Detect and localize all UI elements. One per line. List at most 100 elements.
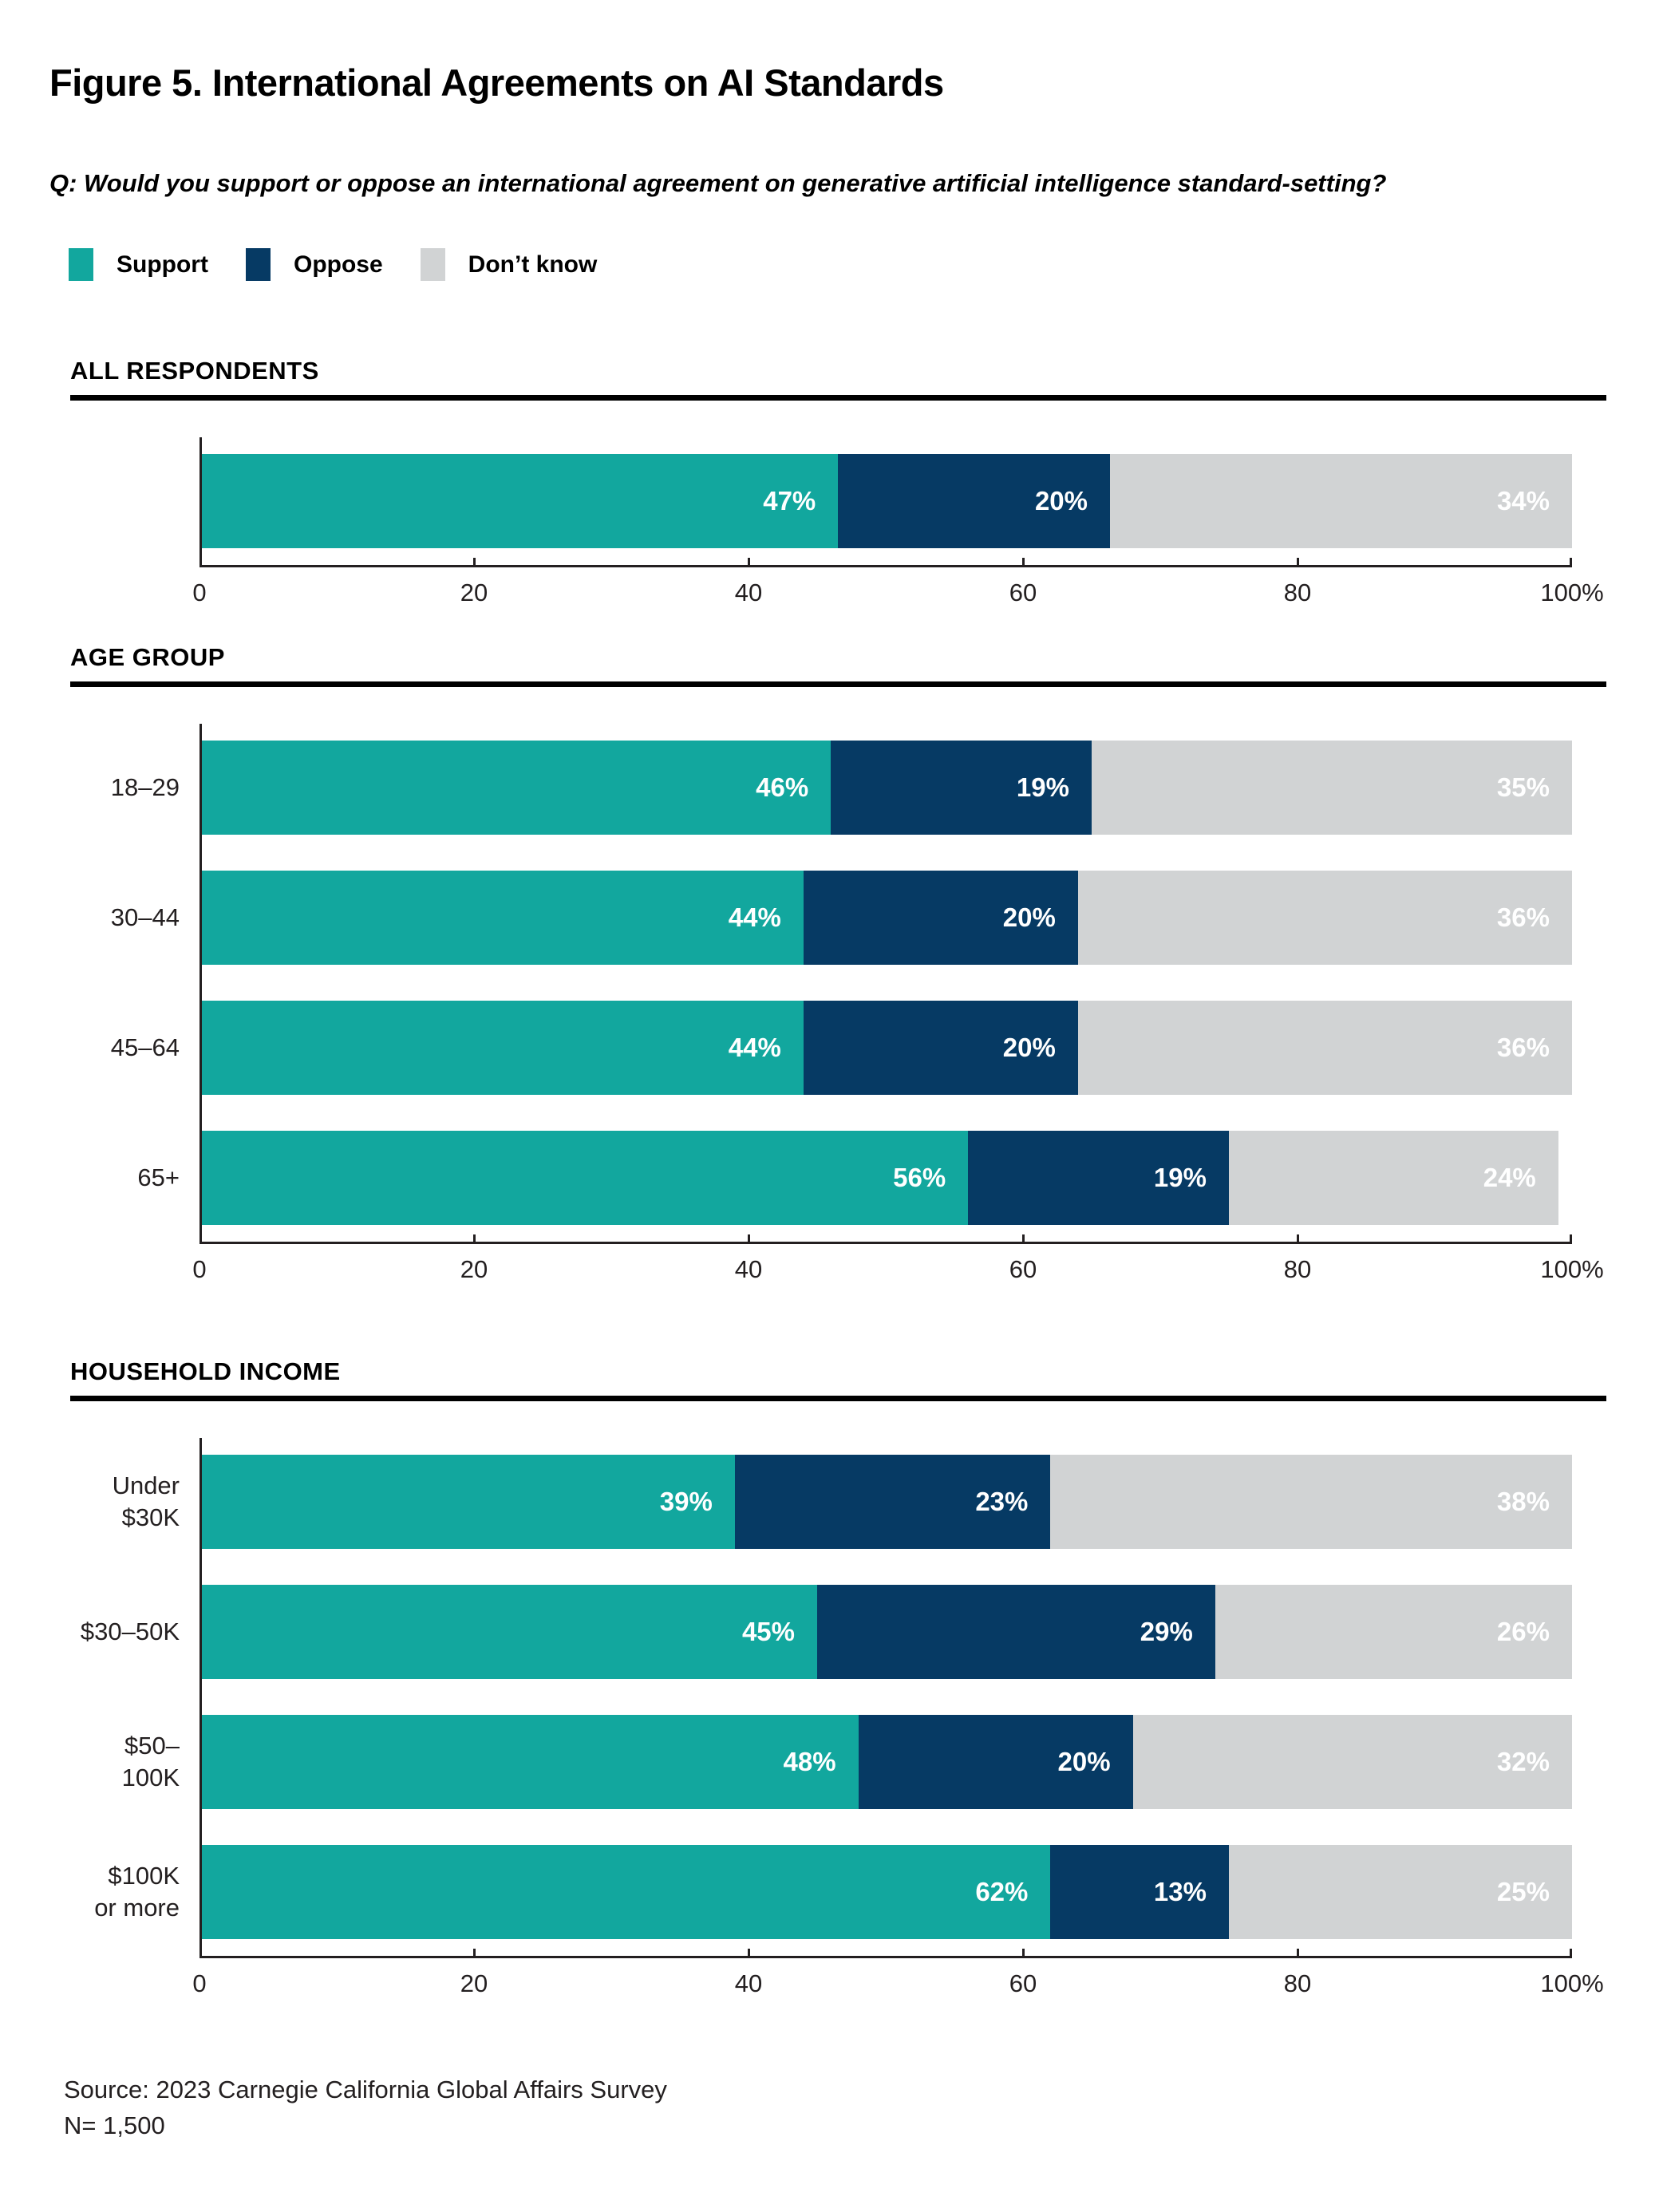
x-axis-tick-label: 40 — [734, 1255, 763, 1283]
bar-row: Under $30K 39% 23% 38% — [70, 1455, 1572, 1549]
category-label-line: 65+ — [137, 1163, 180, 1191]
bar-value-label: 44% — [728, 1033, 781, 1062]
bar-segment-support: 44% — [199, 1001, 804, 1095]
x-axis-tick-label: 60 — [1009, 1255, 1037, 1283]
stacked-bar: 39% 23% 38% — [199, 1455, 1572, 1549]
section-rule — [70, 1396, 1606, 1401]
stacked-bar: 46% 19% 35% — [199, 741, 1572, 835]
bar-segment-support: 56% — [199, 1131, 969, 1225]
bar-segment-don-t-know: 26% — [1215, 1585, 1572, 1679]
category-label-line: $50–100K — [121, 1732, 180, 1791]
y-axis-line — [199, 724, 202, 1242]
bar-value-label: 35% — [1496, 772, 1550, 802]
bar-segment-don-t-know: 25% — [1228, 1845, 1572, 1939]
x-axis-labels: 0 20 40 60 80 100% — [192, 1969, 1603, 2003]
x-axis-labels: 0 20 40 60 80 100% — [192, 1255, 1603, 1289]
bar-segment-oppose: 20% — [858, 1715, 1133, 1809]
bar-segment-support: 62% — [199, 1845, 1051, 1939]
category-label-line: 45–64 — [110, 1033, 180, 1061]
x-axis-tick-label: 60 — [1009, 1969, 1037, 1997]
x-axis-tick — [1570, 1234, 1572, 1244]
stacked-bar: 56% 19% 24% — [199, 1131, 1572, 1225]
bar-value-label: 36% — [1496, 903, 1550, 932]
x-axis-tick-label: 80 — [1283, 579, 1312, 606]
bar-segment-don-t-know: 34% — [1110, 454, 1573, 548]
bar-value-label: 20% — [1057, 1747, 1111, 1776]
legend-swatch-don-t-know-icon — [420, 248, 445, 281]
category-label: 65+ — [70, 1131, 199, 1225]
x-axis-tick-label: 40 — [734, 1969, 763, 1997]
bar-row: 30–44 44% 20% 36% — [70, 871, 1572, 965]
source-note: Source: 2023 Carnegie California Global … — [64, 2072, 667, 2143]
bar-segment-support: 45% — [199, 1585, 817, 1679]
legend-label: Don’t know — [468, 251, 598, 278]
x-axis-tick — [1297, 558, 1299, 567]
bar-value-label: 26% — [1496, 1617, 1550, 1646]
legend-item-don-t-know: Don’t know — [420, 248, 598, 281]
figure-question: Q: Would you support or oppose an intern… — [49, 169, 1387, 197]
bar-segment-don-t-know: 35% — [1091, 741, 1572, 835]
section-household-income: HOUSEHOLD INCOME Under $30K 39% 23% 38% $30–5… — [70, 1357, 1606, 2003]
bar-value-label: 20% — [1002, 903, 1056, 932]
bar-segment-don-t-know: 36% — [1077, 871, 1572, 965]
stacked-bar: 47% 20% 34% — [199, 454, 1573, 548]
x-axis-tick — [748, 1949, 750, 1958]
bar-row: 65+ 56% 19% 24% — [70, 1131, 1572, 1225]
bar-value-label: 56% — [893, 1163, 946, 1192]
section-rule — [70, 681, 1606, 687]
x-axis — [199, 558, 1572, 567]
bar-value-label: 34% — [1496, 486, 1550, 515]
y-axis-line — [199, 1438, 202, 1956]
bar-row: 45–64 44% 20% 36% — [70, 1001, 1572, 1095]
x-axis-tick-label: 20 — [460, 1969, 488, 1997]
x-axis-tick — [473, 558, 476, 567]
category-label-line: 30–44 — [110, 903, 180, 931]
x-axis-tick-label: 20 — [460, 579, 488, 606]
bar-segment-oppose: 13% — [1050, 1845, 1229, 1939]
bar-row: $50–100K 48% 20% 32% — [70, 1715, 1572, 1809]
bar-value-label: 20% — [1034, 486, 1088, 515]
category-label-line: $100K — [108, 1862, 180, 1890]
x-axis-tick-label: 100% — [1540, 1255, 1604, 1283]
y-axis-line — [199, 437, 202, 565]
bar-value-label: 19% — [1016, 772, 1069, 802]
x-axis-tick — [748, 558, 750, 567]
bar-segment-support: 48% — [199, 1715, 859, 1809]
legend-swatch-oppose-icon — [245, 248, 271, 281]
legend-swatch-support-icon — [69, 248, 93, 281]
x-axis-tick-label: 60 — [1009, 579, 1037, 606]
x-axis-tick — [473, 1234, 476, 1244]
x-axis-tick — [1297, 1234, 1299, 1244]
category-label-line: or more — [94, 1894, 180, 1922]
category-label-line: Under $30K — [112, 1471, 180, 1531]
chart-household-income: Under $30K 39% 23% 38% $30–50K 45% 29% 26% $50–1… — [70, 1438, 1572, 1956]
bar-value-label: 20% — [1002, 1033, 1056, 1062]
bar-segment-support: 39% — [199, 1455, 735, 1549]
bar-segment-don-t-know: 38% — [1050, 1455, 1572, 1549]
category-label: $30–50K — [70, 1585, 199, 1679]
category-label-line: 18–29 — [110, 773, 180, 801]
category-label: Under $30K — [70, 1455, 199, 1549]
bar-value-label: 23% — [975, 1487, 1029, 1516]
x-axis-tick-label: 100% — [1540, 1969, 1604, 1997]
x-axis-tick-label: 20 — [460, 1255, 488, 1283]
x-axis-tick — [748, 1234, 750, 1244]
bar-value-label: 46% — [756, 772, 809, 802]
x-axis — [199, 1949, 1572, 1958]
bar-segment-oppose: 20% — [803, 1001, 1078, 1095]
category-label: 30–44 — [70, 871, 199, 965]
legend-item-support: Support — [69, 248, 208, 281]
x-axis-tick-label: 80 — [1283, 1969, 1312, 1997]
bar-value-label: 36% — [1496, 1033, 1550, 1062]
bar-row: $100K or more 62% 13% 25% — [70, 1845, 1572, 1939]
bar-segment-oppose: 29% — [817, 1585, 1215, 1679]
bar-value-label: 39% — [659, 1487, 713, 1516]
stacked-bar: 62% 13% 25% — [199, 1845, 1572, 1939]
bar-segment-don-t-know: 24% — [1228, 1131, 1558, 1225]
x-axis-tick — [1570, 558, 1572, 567]
legend-label: Oppose — [293, 251, 383, 278]
x-axis-tick — [1297, 1949, 1299, 1958]
bar-value-label: 48% — [783, 1747, 836, 1776]
bar-segment-don-t-know: 32% — [1132, 1715, 1572, 1809]
bar-value-label: 44% — [728, 903, 781, 932]
